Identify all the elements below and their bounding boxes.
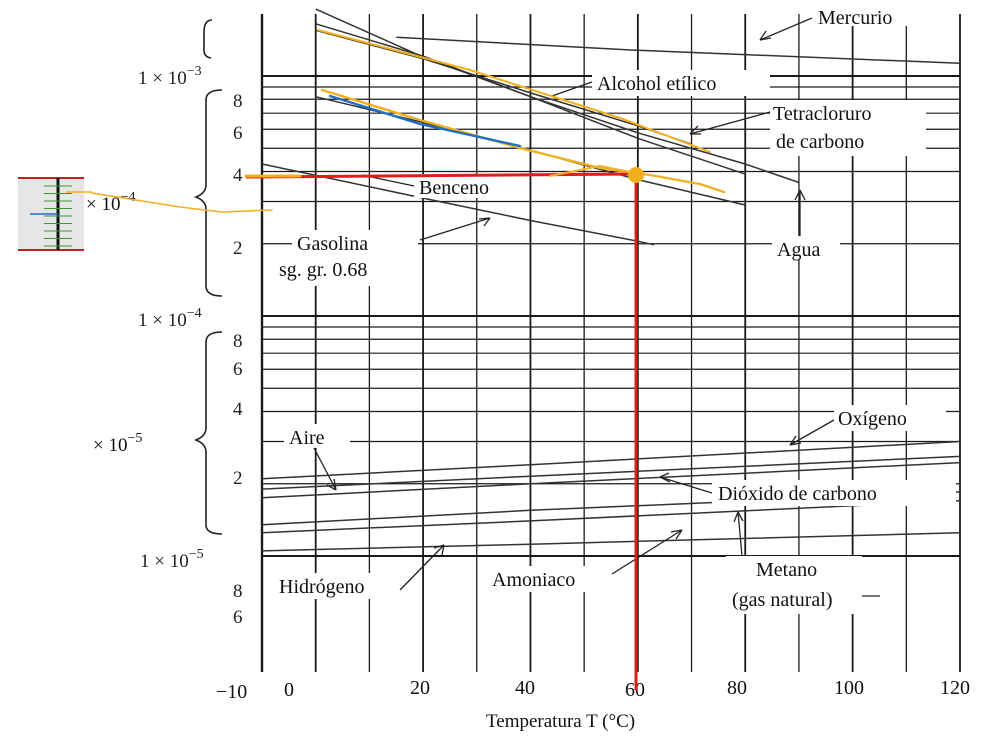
label-hidrogeno: Hidrógeno <box>279 576 365 598</box>
label-amoniaco: Amoniaco <box>492 569 575 591</box>
label-agua: Agua <box>777 239 820 261</box>
label-metano-1: Metano <box>756 559 817 581</box>
curve-aire <box>261 455 961 490</box>
curve-gasolina-sg-gr-0-68 <box>261 163 655 246</box>
reading-line-horizontal <box>245 172 637 179</box>
x-tick-20: 20 <box>410 677 430 699</box>
y-tick-2: 2 <box>233 238 243 259</box>
y-tick-labels: 1 × 10−3 8 6 4 × 10−4 2 1 × 10−4 8 6 4 ×… <box>86 64 243 628</box>
curve-hidrógeno <box>261 531 961 552</box>
label-tetracloruro-1: Tetracloruro <box>773 103 872 125</box>
label-alcohol-etilico: Alcohol etílico <box>597 73 716 95</box>
label-metano-2: (gas natural) <box>732 589 833 611</box>
curve-mercurio <box>396 36 961 65</box>
curve-agua <box>315 8 800 184</box>
y-tick-1e-3: 1 × 10−3 <box>138 64 202 89</box>
y-tick-6b: 6 <box>233 359 243 380</box>
leader-arrows <box>313 17 880 597</box>
reading-annotation <box>245 167 644 690</box>
x-axis-title: Temperatura T (°C) <box>486 711 635 732</box>
y-tick-4: 4 <box>233 165 243 186</box>
y-group-label-e-5: × 10−5 <box>93 431 142 456</box>
label-oxigeno: Oxígeno <box>838 408 907 430</box>
x-tick-120: 120 <box>940 677 970 699</box>
label-mercurio: Mercurio <box>818 7 892 29</box>
zoom-inset <box>18 177 92 251</box>
label-tetracloruro-2: de carbono <box>776 131 864 153</box>
label-benceno: Benceno <box>419 177 489 199</box>
x-tick-labels: −10 0 20 40 60 80 100 120 <box>216 677 970 703</box>
y-tick-6c: 6 <box>233 607 243 628</box>
x-tick-0: 0 <box>284 679 294 701</box>
curve-oxígeno <box>261 440 961 480</box>
y-tick-1e-5: 1 × 10−5 <box>140 547 204 572</box>
y-axis-brackets <box>193 19 223 535</box>
y-tick-1e-4: 1 × 10−4 <box>138 306 202 331</box>
y-tick-4b: 4 <box>233 399 243 420</box>
curve-dióxido-de-carbono <box>261 461 961 499</box>
y-tick-8b: 8 <box>233 331 243 352</box>
curve-amoniaco <box>261 499 961 534</box>
label-dioxido-de-carbono: Dióxido de carbono <box>718 483 877 505</box>
y-tick-6: 6 <box>233 123 243 144</box>
y-tick-8c: 8 <box>233 581 243 602</box>
y-tick-2b: 2 <box>233 468 243 489</box>
curve-labels: Mercurio Alcohol etílico Tetracloruro de… <box>274 6 956 614</box>
y-group-label-e-4: × 10−4 <box>86 190 135 215</box>
label-aire: Aire <box>289 427 325 449</box>
x-tick-80: 80 <box>727 677 747 699</box>
y-tick-8: 8 <box>233 91 243 112</box>
reading-point <box>628 167 644 183</box>
x-tick-100: 100 <box>834 677 864 699</box>
x-tick-40: 40 <box>515 677 535 699</box>
x-tick-m10: −10 <box>216 681 247 703</box>
highlight-marks <box>91 29 726 213</box>
label-gasolina-2: sg. gr. 0.68 <box>279 259 367 281</box>
label-gasolina-1: Gasolina <box>297 233 368 255</box>
